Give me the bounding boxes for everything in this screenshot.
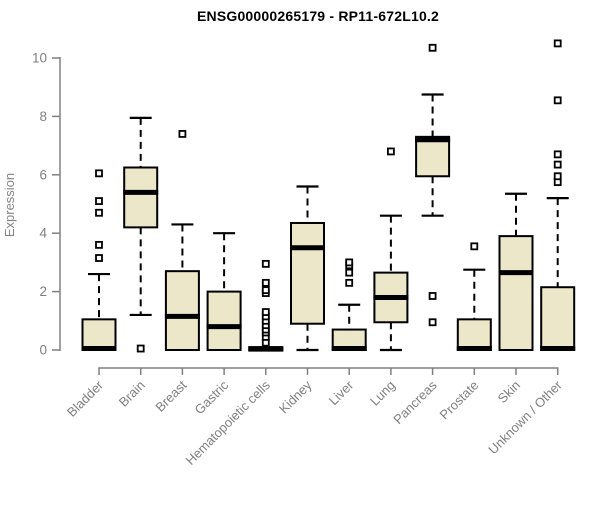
outlier-point-unknown-other bbox=[553, 172, 562, 181]
x-category-label-pancreas: Pancreas bbox=[390, 377, 440, 427]
x-category-label-brain: Brain bbox=[116, 378, 148, 410]
box-bladder bbox=[81, 318, 117, 351]
outlier-point-hematopoietic-cells bbox=[261, 278, 270, 287]
chart-title: ENSG00000265179 - RP11-672L10.2 bbox=[197, 8, 439, 24]
box-skin bbox=[498, 235, 534, 351]
outlier-point-pancreas bbox=[428, 318, 437, 327]
outlier-point-unknown-other bbox=[553, 150, 562, 159]
y-tick-label: 4 bbox=[39, 226, 47, 241]
x-category-label-prostate: Prostate bbox=[437, 378, 482, 423]
box-kidney bbox=[290, 221, 325, 325]
outlier-point-brain bbox=[136, 344, 145, 353]
outlier-point-breast bbox=[178, 130, 187, 138]
box-breast bbox=[164, 270, 200, 351]
outlier-point-liver bbox=[345, 268, 354, 277]
outlier-point-liver bbox=[345, 278, 354, 287]
box-gastric bbox=[206, 290, 242, 352]
y-tick-label: 0 bbox=[39, 343, 47, 358]
outlier-point-unknown-other bbox=[553, 39, 562, 48]
x-category-label-kidney: Kidney bbox=[276, 377, 315, 416]
y-tick-label: 8 bbox=[39, 109, 47, 124]
box-unknown-other bbox=[540, 286, 576, 351]
outlier-point-bladder bbox=[95, 254, 103, 262]
x-category-label-breast: Breast bbox=[152, 377, 189, 414]
y-tick-label: 2 bbox=[39, 284, 47, 299]
outlier-point-lung bbox=[386, 147, 395, 156]
y-tick-label: 10 bbox=[32, 51, 47, 66]
outlier-point-bladder bbox=[95, 197, 103, 205]
box-pancreas bbox=[415, 135, 451, 178]
outlier-point-pancreas bbox=[428, 292, 437, 300]
outlier-point-bladder bbox=[95, 169, 103, 178]
outlier-point-bladder bbox=[95, 240, 103, 249]
outlier-point-unknown-other bbox=[553, 96, 562, 105]
x-category-label-skin: Skin bbox=[495, 378, 523, 406]
outlier-point-prostate bbox=[470, 242, 479, 251]
x-category-label-gastric: Gastric bbox=[192, 377, 232, 417]
x-category-label-unknown-other: Unknown / Other bbox=[485, 377, 565, 457]
outlier-point-unknown-other bbox=[553, 160, 562, 169]
outlier-point-pancreas bbox=[428, 43, 437, 52]
box-brain bbox=[123, 166, 159, 229]
x-category-label-lung: Lung bbox=[367, 378, 398, 409]
outlier-point-hematopoietic-cells bbox=[261, 286, 270, 295]
outlier-point-hematopoietic-cells bbox=[261, 259, 270, 268]
box-prostate bbox=[456, 318, 492, 351]
outlier-point-bladder bbox=[95, 208, 103, 217]
y-tick-label: 6 bbox=[39, 167, 47, 182]
x-category-label-liver: Liver bbox=[326, 377, 357, 408]
y-axis-title: Expression bbox=[2, 173, 17, 237]
outlier-point-hematopoietic-cells bbox=[261, 308, 270, 316]
outlier-point-liver bbox=[345, 258, 354, 267]
x-category-label-bladder: Bladder bbox=[64, 377, 107, 420]
